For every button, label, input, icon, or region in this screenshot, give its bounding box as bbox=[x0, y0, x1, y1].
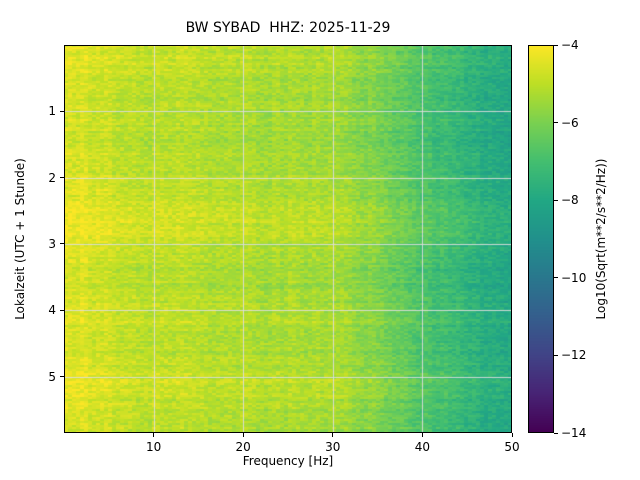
x-tick-label: 30 bbox=[325, 440, 341, 454]
x-tick-mark bbox=[511, 433, 513, 437]
colorbar-tick-mark bbox=[554, 44, 558, 46]
colorbar-tick-label: −4 bbox=[561, 38, 579, 52]
colorbar-tick-label: −6 bbox=[561, 115, 579, 130]
spectrogram-heatmap bbox=[64, 45, 512, 433]
x-tick-mark bbox=[332, 433, 334, 437]
colorbar-tick-label: −8 bbox=[561, 193, 579, 208]
y-tick-label: 1 bbox=[48, 104, 56, 119]
colorbar-tick-mark bbox=[554, 354, 558, 356]
colorbar-tick-label: −14 bbox=[561, 426, 587, 440]
colorbar-tick-mark bbox=[554, 277, 558, 279]
x-tick-label: 40 bbox=[414, 440, 431, 454]
chart-title: BW SYBAD HHZ: 2025-11-29 bbox=[185, 20, 391, 36]
colorbar-gradient bbox=[528, 45, 554, 433]
x-axis-label: Frequency [Hz] bbox=[242, 454, 334, 468]
x-tick-label: 50 bbox=[504, 440, 520, 454]
colorbar-tick-mark bbox=[554, 122, 558, 124]
colorbar-tick-mark bbox=[554, 432, 558, 434]
x-tick-label: 20 bbox=[235, 440, 251, 454]
y-tick-label: 3 bbox=[48, 236, 56, 251]
y-tick-mark bbox=[60, 309, 64, 311]
y-tick-mark bbox=[60, 110, 64, 112]
x-tick-mark bbox=[421, 433, 423, 437]
y-tick-mark bbox=[60, 243, 64, 245]
colorbar-tick-label: −12 bbox=[561, 348, 587, 363]
y-tick-label: 4 bbox=[48, 303, 56, 318]
colorbar-label: Log10(Sqrt(m**2/s**2/Hz)) bbox=[594, 158, 608, 320]
x-tick-mark bbox=[153, 433, 155, 437]
colorbar-tick-label: −10 bbox=[561, 270, 587, 285]
colorbar-tick-mark bbox=[554, 199, 558, 201]
y-tick-mark bbox=[60, 376, 64, 378]
y-tick-label: 2 bbox=[48, 170, 56, 185]
y-tick-label: 5 bbox=[48, 369, 56, 384]
x-tick-mark bbox=[242, 433, 244, 437]
y-tick-mark bbox=[60, 177, 64, 179]
x-tick-label: 10 bbox=[145, 440, 162, 454]
